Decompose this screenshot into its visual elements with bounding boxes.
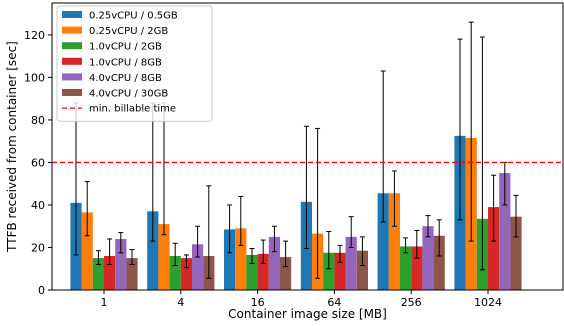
x-tick-label-3: 64 [327,296,341,309]
bar-5-5 [510,216,522,290]
legend-label-5: 4.0vCPU / 30GB [89,89,168,100]
legend-label-3: 1.0vCPU / 8GB [89,57,162,68]
legend: 0.25vCPU / 0.5GB 0.25vCPU / 2GB 1.0vCPU / … [56,5,213,122]
y-tick-label-1: 20 [31,241,45,254]
legend-swatch-4 [62,73,82,81]
y-tick-label-2: 40 [31,199,45,212]
y-tick-label-4: 80 [31,114,45,127]
plot-frame [51,2,564,291]
x-axis-label: Container image size [MB] [228,307,387,321]
legend-label-min-billable: min. billable time [89,104,176,115]
legend-swatch-2 [62,42,82,50]
bar-3-1 [180,258,192,290]
y-tick-label-0: 0 [38,284,45,297]
bar-3-5 [488,207,500,290]
bar-0-1 [147,211,159,290]
legend-label-1: 0.25vCPU / 2GB [89,26,168,37]
bar-5-4 [433,235,445,290]
bar-3-0 [104,255,116,290]
bar-2-2 [246,254,258,290]
x-tick-label-5: 1024 [474,296,502,309]
legend-label-4: 4.0vCPU / 8GB [89,73,162,84]
bar-2-4 [400,246,412,290]
bar-2-3 [323,252,335,290]
error-bars-group [73,21,519,279]
bar-1-4 [388,193,400,290]
x-tick-label-2: 16 [251,296,265,309]
y-tick-label-5: 100 [24,71,45,84]
bar-4-2 [268,236,280,290]
bar-2-0 [92,258,104,290]
bar-1-1 [158,224,170,290]
legend-swatch-3 [62,57,82,65]
x-tick-label-1: 4 [177,296,184,309]
x-axis: 1 4 16 64 256 1024 [101,290,502,309]
bar-4-0 [115,238,127,290]
y-tick-label-3: 60 [31,156,45,169]
bar-3-3 [334,252,346,290]
legend-label-2: 1.0vCPU / 2GB [89,42,162,53]
bar-1-0 [81,212,93,290]
y-axis-label: TTFB received from container [sec] [5,41,19,253]
bar-1-2 [235,228,247,290]
y-tick-label-6: 120 [24,29,45,42]
bar-3-4 [411,246,423,290]
bar-2-1 [169,255,181,290]
bar-4-5 [499,173,511,290]
legend-swatch-5 [62,89,82,96]
bar-0-2 [224,229,236,290]
y-axis: 0 20 40 60 80 100 120 [24,29,52,297]
bar-3-2 [257,253,269,290]
bar-5-3 [356,250,368,290]
bar-4-1 [192,244,204,290]
legend-label-0: 0.25vCPU / 0.5GB [89,11,178,22]
legend-swatch-1 [62,26,82,34]
x-tick-label-0: 1 [101,296,108,309]
bar-0-4 [377,193,389,290]
bar-5-2 [280,257,292,290]
bar-4-3 [345,236,357,290]
bar-4-4 [422,226,434,290]
legend-swatch-0 [62,11,82,18]
bar-5-0 [126,258,138,290]
x-tick-label-4: 256 [401,296,422,309]
legend-box [56,5,213,122]
